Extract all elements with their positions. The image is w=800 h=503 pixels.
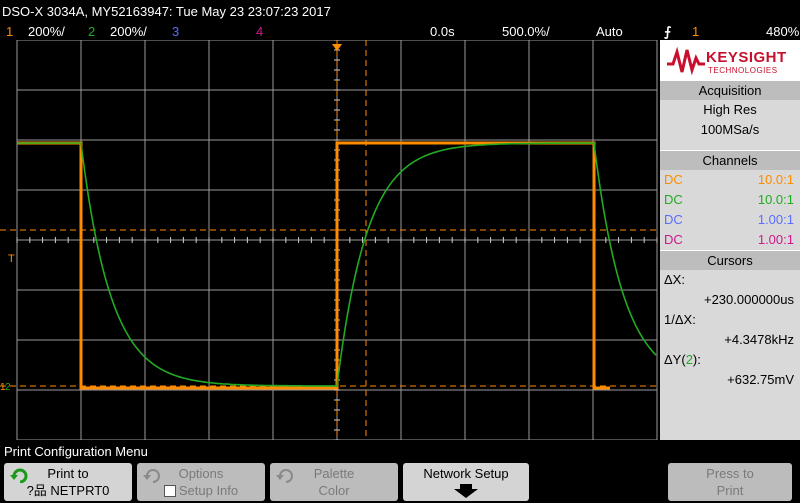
keysight-logo: KEYSIGHT TECHNOLOGIES	[660, 40, 800, 80]
info-panel: Acquisition High Res 100MSa/s Channels D…	[660, 80, 800, 440]
logo-sub-text: TECHNOLOGIES	[708, 66, 778, 75]
rotate-knob-icon	[10, 468, 28, 483]
status-bar: DSO-X 3034A, MY52163947: Tue May 23 23:0…	[0, 2, 800, 21]
options-label: Options	[178, 466, 224, 481]
cursor-inv-value: +4.3478kHz	[724, 332, 794, 347]
options-softkey[interactable]: Options Setup Info	[137, 463, 265, 501]
setup-info-checkbox[interactable]	[163, 485, 176, 497]
network-setup-label: Network Setup	[423, 466, 509, 481]
channel-bar: 1 200%/ 2 200%/ 3 4 0.0s 500.0%/ Auto ⨍ …	[0, 22, 800, 41]
channel-row-2: DC 10.0:1	[660, 190, 800, 210]
trigger-mode[interactable]: Auto	[596, 24, 623, 39]
time-offset[interactable]: 0.0s	[430, 24, 455, 39]
keysight-wave-icon	[667, 46, 705, 76]
ch2-trace	[17, 142, 657, 387]
trigger-level[interactable]: 480%	[766, 24, 800, 39]
cursor-dx-value: +230.000000us	[703, 292, 794, 307]
cursors-title: Cursors	[660, 250, 800, 270]
dy-label-suffix: ):	[692, 352, 701, 367]
ch2-probe: 10.0:1	[757, 192, 794, 207]
network-printer-icon: ?品	[26, 483, 47, 498]
ch1-coupling: DC	[664, 172, 683, 187]
rotate-knob-icon	[276, 469, 293, 483]
ch3-probe: 1.00:1	[757, 212, 794, 227]
ch2-number[interactable]: 2	[88, 24, 96, 39]
channel-row-3: DC 1.00:1	[660, 210, 800, 230]
trigger-slope-icon: ⨍	[664, 24, 672, 39]
trigger-position-marker[interactable]	[332, 44, 342, 51]
press-to-print-line2: Print	[716, 483, 744, 498]
inv-dx-label: 1/ΔX:	[664, 312, 696, 327]
ch2-ground-marker[interactable]: 2	[5, 382, 11, 393]
print-to-value: NETPRT0	[50, 483, 110, 498]
palette-softkey[interactable]: Palette Color	[270, 463, 398, 501]
ch4-probe: 1.00:1	[757, 232, 794, 247]
cursor-dy-value: +632.75mV	[727, 372, 794, 387]
cursor-dx-label: ΔX:	[660, 270, 800, 290]
dy-label-prefix: ΔY(	[664, 352, 686, 367]
scope-title: DSO-X 3034A, MY52163947: Tue May 23 23:0…	[2, 4, 331, 19]
palette-value: Color	[318, 483, 350, 498]
ch1-trace	[17, 141, 610, 390]
print-to-label: Print to	[47, 466, 89, 481]
acquisition-rate: 100MSa/s	[700, 122, 760, 137]
ch2-coupling: DC	[664, 192, 683, 207]
channel-row-4: DC 1.00:1	[660, 230, 800, 250]
print-to-softkey[interactable]: Print to ?品 NETPRT0	[4, 463, 132, 501]
setup-info-label: Setup Info	[178, 483, 239, 498]
dy-channel: 2	[685, 352, 693, 367]
dx-label: ΔX:	[664, 272, 685, 287]
trigger-source[interactable]: 1	[692, 24, 700, 39]
press-to-print-softkey[interactable]: Press to Print	[668, 463, 792, 501]
waveform-display[interactable]: T 1 2	[0, 40, 660, 440]
ch1-ground-marker[interactable]: 1	[0, 382, 6, 393]
ch4-coupling: DC	[664, 232, 683, 247]
ch1-scale[interactable]: 200%/	[28, 24, 65, 39]
ch3-number[interactable]: 3	[172, 24, 180, 39]
palette-label: Palette	[313, 466, 355, 481]
submenu-down-arrow-icon	[454, 484, 478, 498]
logo-brand-text: KEYSIGHT	[706, 49, 787, 66]
trigger-level-marker[interactable]: T	[8, 253, 15, 265]
ch1-number[interactable]: 1	[6, 24, 14, 39]
cursor-dy-label: ΔY(2):	[660, 350, 800, 370]
cursor-inv-label: 1/ΔX:	[660, 310, 800, 330]
ch1-probe: 10.0:1	[757, 172, 794, 187]
channel-row-1: DC 10.0:1	[660, 170, 800, 190]
acquisition-mode: High Res	[703, 102, 757, 117]
acquisition-title: Acquisition	[660, 80, 800, 100]
press-to-print-line1: Press to	[706, 466, 754, 481]
menu-title: Print Configuration Menu	[4, 444, 148, 459]
ch3-coupling: DC	[664, 212, 683, 227]
rotate-knob-icon	[143, 469, 160, 483]
ch2-scale[interactable]: 200%/	[110, 24, 147, 39]
network-setup-softkey[interactable]: Network Setup	[403, 463, 529, 501]
time-scale[interactable]: 500.0%/	[502, 24, 550, 39]
channels-title: Channels	[660, 150, 800, 170]
ch4-number[interactable]: 4	[256, 24, 264, 39]
